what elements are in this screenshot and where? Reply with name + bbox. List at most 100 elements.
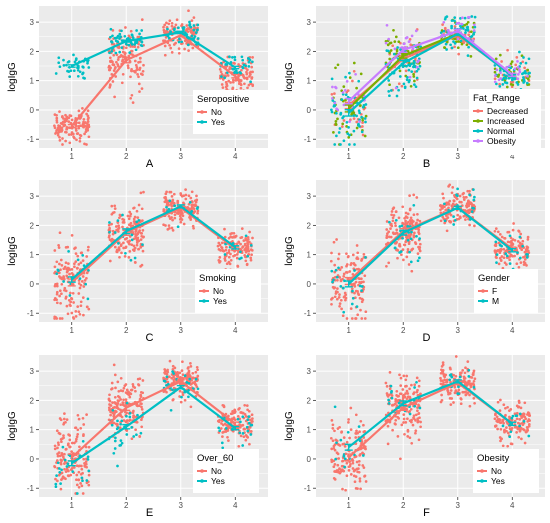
data-point bbox=[136, 404, 139, 408]
data-point bbox=[139, 265, 142, 268]
data-point bbox=[217, 426, 221, 430]
data-point bbox=[73, 441, 76, 445]
data-point bbox=[115, 60, 118, 64]
data-point bbox=[416, 409, 419, 413]
data-point bbox=[337, 252, 341, 256]
data-point bbox=[348, 436, 351, 440]
data-point bbox=[77, 485, 81, 489]
data-point bbox=[399, 392, 403, 396]
data-point bbox=[73, 136, 76, 140]
data-point bbox=[388, 371, 392, 374]
data-point bbox=[162, 208, 166, 211]
data-point bbox=[139, 238, 143, 241]
data-point bbox=[237, 444, 241, 448]
data-point bbox=[125, 419, 129, 422]
data-point bbox=[177, 26, 180, 30]
data-point bbox=[227, 255, 231, 259]
data-point bbox=[81, 259, 85, 262]
data-point bbox=[459, 39, 463, 43]
data-point bbox=[357, 467, 360, 470]
data-point bbox=[82, 433, 85, 436]
data-point bbox=[520, 416, 524, 419]
data-point bbox=[400, 253, 403, 257]
data-point bbox=[176, 225, 180, 229]
data-point bbox=[59, 276, 63, 280]
data-point bbox=[461, 16, 464, 20]
data-point bbox=[162, 25, 165, 29]
data-point bbox=[249, 433, 253, 436]
data-point bbox=[130, 233, 134, 237]
data-point bbox=[57, 269, 60, 273]
data-point bbox=[364, 120, 367, 124]
data-point bbox=[360, 317, 364, 320]
data-point bbox=[111, 29, 115, 32]
data-point bbox=[332, 278, 335, 282]
x-tick-label: 4 bbox=[233, 326, 238, 335]
data-point bbox=[498, 251, 502, 255]
y-tick-label: 2 bbox=[307, 396, 312, 405]
data-point bbox=[459, 371, 462, 375]
data-point bbox=[357, 425, 361, 428]
data-point bbox=[128, 214, 132, 218]
data-point bbox=[126, 64, 130, 67]
data-point bbox=[395, 94, 399, 98]
data-point bbox=[244, 250, 248, 254]
data-point bbox=[67, 70, 71, 73]
data-point bbox=[388, 94, 391, 98]
data-point bbox=[220, 73, 224, 76]
data-point bbox=[77, 109, 81, 113]
data-point bbox=[189, 196, 193, 200]
data-point bbox=[239, 434, 243, 438]
data-point bbox=[414, 85, 418, 89]
data-point bbox=[499, 259, 503, 262]
data-point bbox=[411, 423, 415, 427]
data-point bbox=[414, 431, 417, 435]
data-point bbox=[363, 317, 367, 320]
data-point bbox=[165, 205, 168, 209]
data-point bbox=[130, 69, 133, 73]
data-point bbox=[170, 226, 174, 230]
data-point bbox=[340, 125, 344, 128]
data-point bbox=[135, 237, 138, 241]
data-point bbox=[463, 23, 467, 27]
data-point bbox=[119, 35, 122, 39]
data-point bbox=[111, 80, 115, 83]
data-point bbox=[493, 80, 497, 84]
data-point bbox=[166, 228, 170, 231]
data-point bbox=[135, 241, 139, 244]
data-point bbox=[121, 213, 124, 217]
data-point bbox=[72, 53, 75, 57]
data-point bbox=[341, 286, 345, 290]
data-point bbox=[235, 71, 239, 75]
data-point bbox=[527, 434, 531, 438]
data-point bbox=[192, 376, 196, 380]
data-point bbox=[87, 469, 91, 473]
data-point bbox=[251, 60, 254, 64]
data-point bbox=[461, 192, 465, 196]
legend-title: Smoking bbox=[199, 273, 236, 284]
data-point bbox=[75, 132, 79, 135]
data-point bbox=[393, 221, 397, 225]
data-point bbox=[387, 79, 391, 82]
data-point bbox=[470, 15, 474, 18]
data-point bbox=[463, 16, 467, 20]
data-point bbox=[71, 282, 75, 286]
legend-key-point bbox=[202, 299, 206, 303]
data-point bbox=[347, 136, 351, 139]
data-point bbox=[336, 63, 340, 67]
data-point bbox=[364, 310, 368, 314]
data-point bbox=[195, 198, 198, 202]
data-point bbox=[355, 244, 359, 247]
data-point bbox=[77, 470, 81, 474]
data-point bbox=[357, 267, 360, 271]
data-point bbox=[353, 282, 356, 286]
data-point bbox=[108, 51, 111, 55]
data-point bbox=[466, 25, 470, 29]
data-point bbox=[117, 56, 121, 59]
data-point bbox=[140, 207, 144, 211]
data-point bbox=[410, 34, 414, 38]
data-point bbox=[72, 466, 76, 469]
data-point bbox=[246, 243, 250, 246]
data-point bbox=[167, 224, 171, 227]
data-point bbox=[351, 253, 355, 257]
